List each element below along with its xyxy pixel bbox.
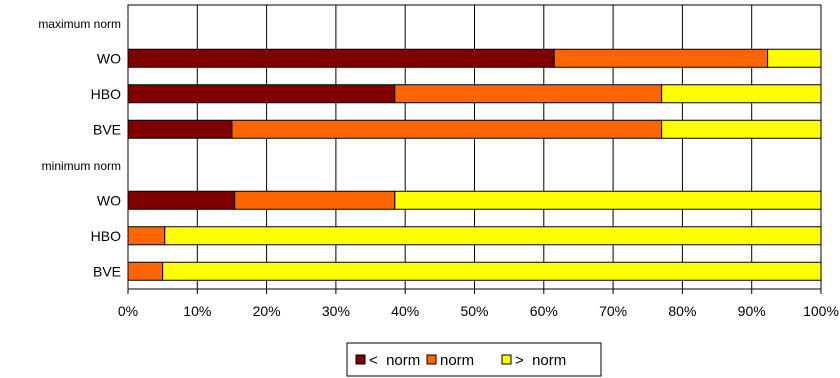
bar-segment	[394, 190, 822, 210]
x-tick-label: 30%	[322, 303, 350, 319]
x-tick-label: 80%	[668, 303, 696, 319]
x-tick-label: 100%	[803, 303, 839, 319]
legend-label: < norm	[369, 352, 420, 369]
x-tick-label: 40%	[391, 303, 419, 319]
category-label: BVE	[93, 121, 121, 137]
x-tick-label: 0%	[118, 303, 138, 319]
legend-label: > norm	[515, 352, 566, 369]
bar-segment	[127, 190, 236, 210]
bar-segment	[127, 226, 166, 246]
bar-segment	[231, 119, 663, 139]
legend-swatch	[355, 354, 366, 365]
category-label: BVE	[93, 263, 121, 279]
bar-segment	[127, 48, 555, 68]
bar-segment	[164, 226, 822, 246]
category-label: HBO	[91, 86, 121, 102]
legend-swatch	[426, 354, 437, 365]
bar-segment	[767, 48, 822, 68]
bar-segment	[234, 190, 396, 210]
x-tick-label: 70%	[599, 303, 627, 319]
category-label: WO	[97, 192, 121, 208]
x-tick-label: 20%	[253, 303, 281, 319]
bar-segment	[394, 84, 663, 104]
category-label: minimum norm	[42, 159, 121, 173]
legend-swatch	[501, 354, 512, 365]
x-tick-label: 10%	[183, 303, 211, 319]
bar-segment	[162, 261, 822, 281]
x-tick-label: 50%	[460, 303, 488, 319]
category-label: maximum norm	[38, 17, 121, 31]
bar-segment	[661, 84, 822, 104]
category-label: WO	[97, 50, 121, 66]
bar-segment	[127, 119, 233, 139]
bar-segment	[661, 119, 822, 139]
x-tick-label: 60%	[530, 303, 558, 319]
category-label: HBO	[91, 228, 121, 244]
bar-segment	[127, 84, 396, 104]
bar-segment	[127, 261, 164, 281]
legend-label: norm	[440, 352, 474, 369]
legend-box	[346, 342, 602, 377]
bar-segment	[553, 48, 769, 68]
x-tick-label: 90%	[738, 303, 766, 319]
legend: < norm norm > norm	[346, 342, 602, 377]
